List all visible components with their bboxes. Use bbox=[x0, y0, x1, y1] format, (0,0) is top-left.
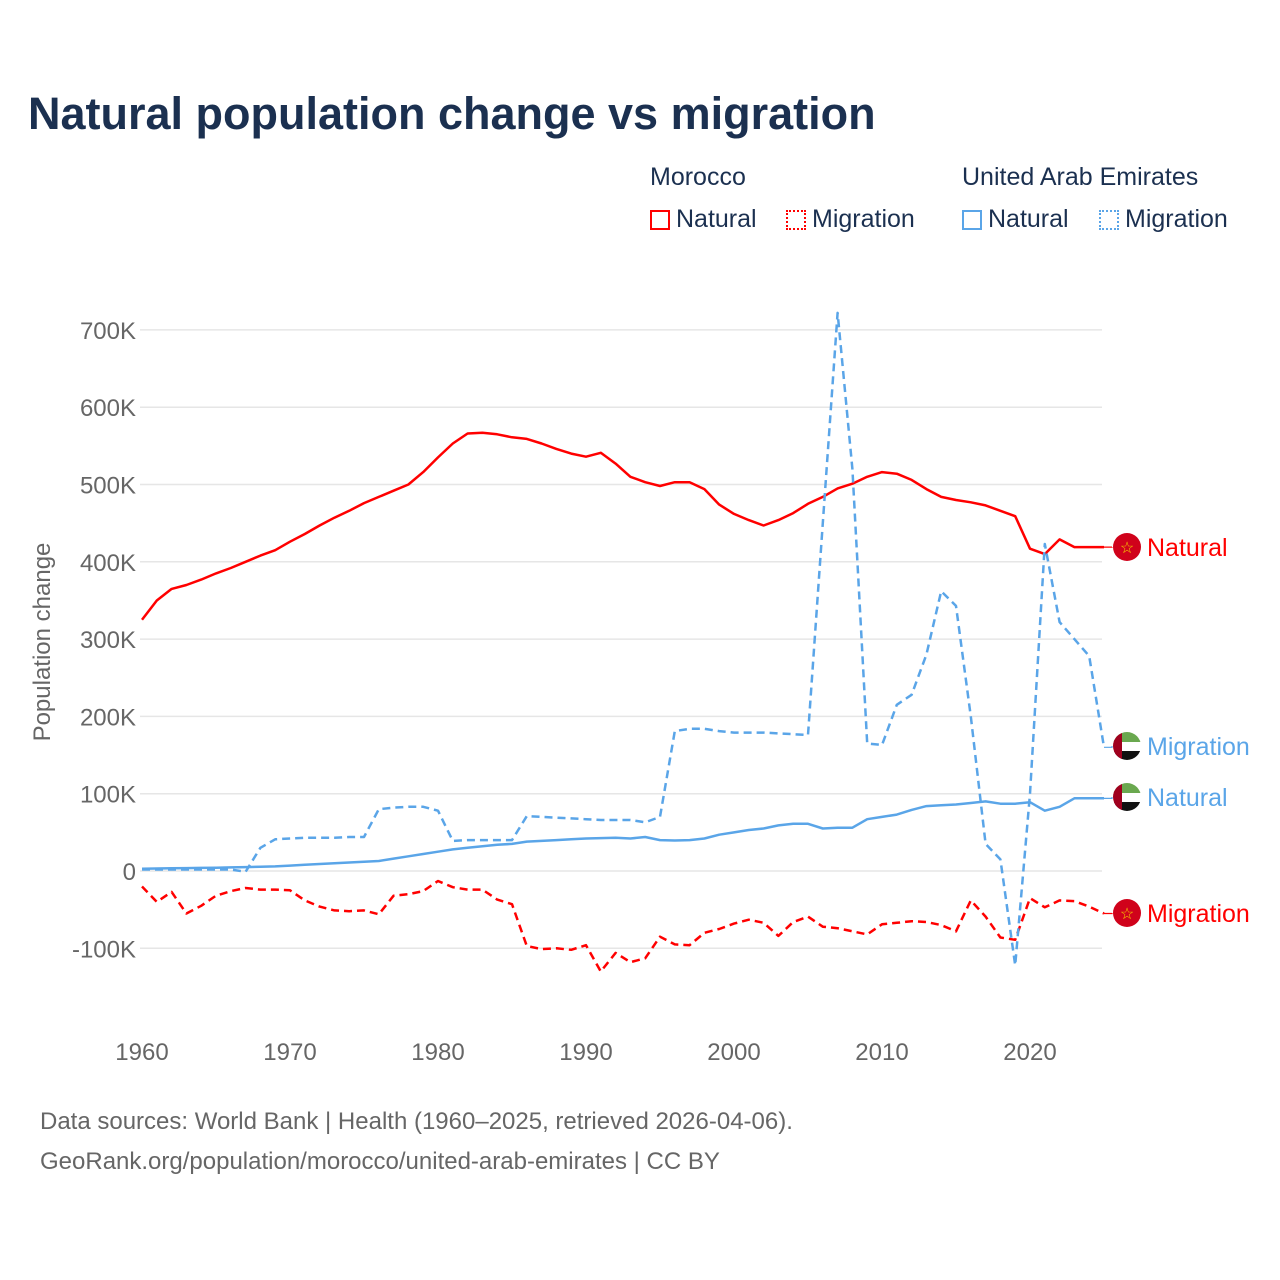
svg-text:☆: ☆ bbox=[1120, 906, 1134, 923]
y-tick-label: 0 bbox=[123, 859, 136, 886]
legend-morocco-migration[interactable]: Migration bbox=[786, 205, 915, 234]
x-tick-label: 1990 bbox=[559, 1039, 612, 1066]
x-tick-label: 1970 bbox=[263, 1039, 316, 1066]
legend-label: Migration bbox=[1125, 205, 1228, 233]
x-tick-label: 2020 bbox=[1003, 1039, 1056, 1066]
end-connector bbox=[1104, 912, 1113, 915]
series-end-label: Natural bbox=[1147, 534, 1228, 562]
solid-swatch-icon bbox=[962, 209, 982, 230]
solid-swatch-icon bbox=[650, 209, 670, 230]
legend-label: Migration bbox=[812, 205, 915, 233]
y-tick-label: 600K bbox=[80, 395, 136, 422]
y-tick-label: 500K bbox=[80, 473, 136, 500]
x-tick-label: 1960 bbox=[115, 1039, 168, 1066]
dotted-swatch-icon bbox=[786, 209, 806, 230]
end-connector bbox=[1104, 746, 1113, 748]
series-end-label: Natural bbox=[1147, 784, 1228, 812]
series-line-united-arab-emirates-migration[interactable] bbox=[142, 311, 1106, 967]
y-tick-label: 200K bbox=[80, 704, 136, 731]
dotted-swatch-icon bbox=[1099, 209, 1119, 230]
y-tick-label: 100K bbox=[80, 782, 136, 809]
legend-group-morocco: Morocco bbox=[650, 163, 746, 191]
end-connector bbox=[1104, 797, 1113, 799]
y-axis-label: Population change bbox=[29, 543, 56, 742]
uae-flag-icon bbox=[1113, 783, 1141, 811]
chart-title: Natural population change vs migration bbox=[28, 88, 876, 139]
morocco-flag-icon: ☆ bbox=[1113, 899, 1141, 927]
series-line-morocco-natural[interactable] bbox=[141, 431, 1104, 621]
x-tick-label: 2000 bbox=[707, 1039, 760, 1066]
series-line-united-arab-emirates-natural[interactable] bbox=[141, 797, 1104, 870]
x-tick-label: 2010 bbox=[855, 1039, 908, 1066]
legend-uae-natural[interactable]: Natural bbox=[962, 205, 1069, 234]
legend-morocco-natural[interactable]: Natural bbox=[650, 205, 757, 234]
legend-group-uae: United Arab Emirates bbox=[962, 163, 1199, 191]
y-tick-label: 700K bbox=[80, 318, 136, 345]
legend-label: Natural bbox=[988, 205, 1069, 233]
x-tick-label: 1980 bbox=[411, 1039, 464, 1066]
series-end-label: Migration bbox=[1147, 733, 1250, 761]
legend-uae-migration[interactable]: Migration bbox=[1099, 205, 1228, 234]
legend-label: Natural bbox=[676, 205, 757, 233]
uae-flag-icon bbox=[1113, 732, 1141, 760]
footer-link[interactable]: GeoRank.org/population/morocco/united-ar… bbox=[40, 1148, 720, 1175]
y-tick-label: 300K bbox=[80, 627, 136, 654]
y-tick-label: 400K bbox=[80, 550, 136, 577]
y-tick-label: -100K bbox=[72, 936, 136, 963]
series-end-label: Migration bbox=[1147, 900, 1250, 928]
svg-text:☆: ☆ bbox=[1120, 540, 1134, 557]
footer-sources: Data sources: World Bank | Health (1960–… bbox=[40, 1108, 793, 1135]
series-line-morocco-migration[interactable] bbox=[141, 879, 1105, 973]
morocco-flag-icon: ☆ bbox=[1113, 533, 1141, 561]
